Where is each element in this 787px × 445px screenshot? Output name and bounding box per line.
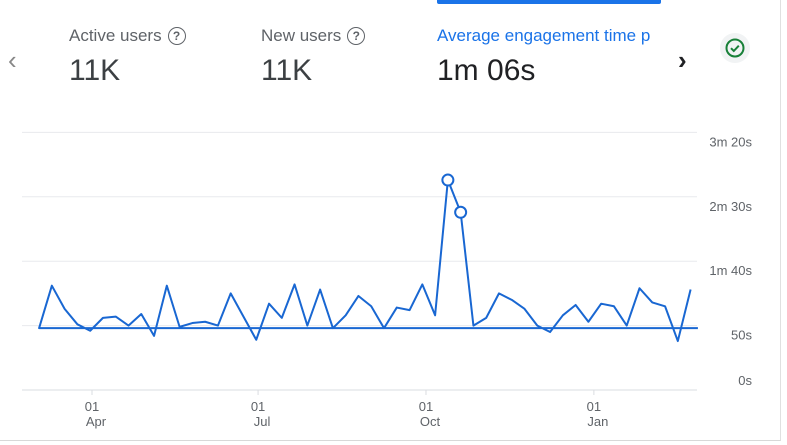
y-tick-label: 2m 30s [709, 199, 752, 214]
y-tick-label: 0s [738, 373, 752, 388]
x-tick-month: Jul [254, 414, 271, 429]
x-tick-day: 01 [85, 399, 99, 414]
chevron-left-icon[interactable]: ‹ [8, 45, 17, 75]
metric-value: 11K [261, 54, 313, 87]
x-tick-month: Jan [587, 414, 608, 429]
metric-active-users[interactable]: Active users? 11K [69, 26, 186, 88]
x-tick-day: 01 [251, 399, 265, 414]
metric-value: 11K [69, 54, 121, 87]
highlighted-data-point [454, 205, 468, 219]
question-circle-icon[interactable]: ? [167, 27, 186, 45]
x-tick-month: Oct [420, 414, 441, 429]
y-tick-label: 1m 40s [709, 263, 752, 278]
x-tick-day: 01 [419, 399, 433, 414]
question-circle-icon[interactable]: ? [347, 27, 366, 45]
selected-tab-indicator [437, 0, 661, 4]
x-tick-month: Apr [86, 414, 107, 429]
metric-label: New users [261, 26, 342, 45]
metric-label: Active users [69, 26, 162, 45]
chevron-right-icon[interactable]: › [678, 45, 687, 75]
y-tick-label: 50s [731, 328, 752, 343]
metric-value: 1m 06s [437, 54, 536, 87]
metric-label: Average engagement time p [437, 26, 651, 45]
check-circle-icon[interactable] [720, 33, 750, 63]
x-tick-day: 01 [587, 399, 601, 414]
y-tick-label: 3m 20s [709, 134, 752, 149]
metric-average-engagement-time[interactable]: Average engagement time p 1m 06s [437, 26, 662, 88]
metric-new-users[interactable]: New users? 11K [261, 26, 366, 88]
highlighted-data-point [441, 173, 455, 187]
series-line [38, 179, 698, 343]
